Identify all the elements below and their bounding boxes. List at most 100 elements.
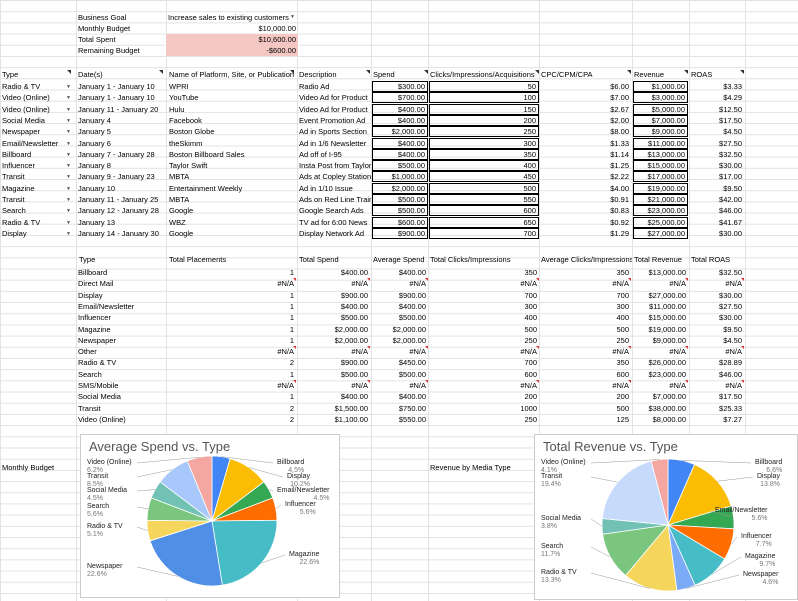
table2-cell[interactable]: 600: [524, 369, 537, 379]
table2-cell[interactable]: $500.00: [398, 313, 426, 323]
table1-cell[interactable]: $13,000.00: [633, 148, 688, 160]
table1-cell[interactable]: 300: [429, 137, 539, 149]
table2-cell[interactable]: 125: [616, 414, 629, 424]
table2-cell[interactable]: #N/A: [277, 381, 294, 390]
table2-cell[interactable]: #N/A: [409, 381, 426, 390]
table2-cell[interactable]: $15,000.00: [648, 313, 686, 323]
table2-cell[interactable]: $17.50: [719, 392, 742, 402]
table1-cell[interactable]: January 4: [78, 115, 111, 125]
table1-cell[interactable]: January 13: [78, 217, 116, 227]
table1-cell[interactable]: January 7 - January 28: [78, 149, 155, 159]
table1-cell[interactable]: Display Network Ad: [299, 228, 365, 238]
table2-cell[interactable]: 200: [616, 392, 629, 402]
table2-cell[interactable]: $900.00: [340, 358, 368, 368]
table1-cell[interactable]: $900.00: [372, 227, 428, 239]
table2-cell[interactable]: #N/A: [725, 381, 742, 390]
table1-cell[interactable]: 100: [429, 92, 539, 104]
total-revenue-pie-chart[interactable]: Total Revenue vs. Type Billboard 6.6% Disp…: [534, 434, 798, 600]
table1-cell[interactable]: $7,000.00: [633, 114, 688, 126]
table1-cell[interactable]: 550: [429, 194, 539, 205]
table2-cell[interactable]: $30.00: [719, 290, 742, 300]
table2-cell[interactable]: $750.00: [398, 403, 426, 413]
chevron-down-icon[interactable]: ▼: [66, 230, 71, 237]
chevron-down-icon[interactable]: ▼: [66, 185, 71, 192]
table1-cell[interactable]: $600.00: [372, 216, 428, 228]
business-goal-dropdown[interactable]: Increase sales to existing customers: [168, 12, 298, 23]
table1-cell[interactable]: $8.00: [610, 127, 629, 137]
table2-cell[interactable]: #N/A: [520, 279, 537, 289]
table2-cell[interactable]: #N/A: [351, 279, 368, 289]
table2-cell[interactable]: $23,000.00: [648, 369, 686, 379]
table1-cell[interactable]: Video Ad for Product: [299, 104, 368, 114]
table1-cell[interactable]: 350: [429, 148, 539, 160]
table1-cell[interactable]: January 1 - January 10: [78, 82, 155, 91]
table1-cell[interactable]: $4.29: [723, 93, 742, 103]
remaining-budget-value[interactable]: -$600.00: [166, 45, 298, 56]
table1-cell[interactable]: Radio Ad: [299, 82, 330, 91]
table1-cell[interactable]: $27,000.00: [633, 227, 688, 239]
table2-cell[interactable]: 1: [289, 268, 294, 277]
table1-cell[interactable]: $6.00: [610, 82, 629, 91]
table2-cell[interactable]: Transit: [78, 403, 101, 413]
table1-cell[interactable]: $1.25: [610, 161, 629, 171]
table1-cell[interactable]: Radio & TV: [2, 217, 41, 227]
table1-cell[interactable]: $0.91: [610, 195, 629, 204]
table1-cell[interactable]: Transit: [2, 172, 25, 182]
table2-cell[interactable]: $400.00: [398, 268, 426, 277]
table1-cell[interactable]: $500.00: [372, 194, 428, 205]
table2-cell[interactable]: $550.00: [398, 414, 426, 424]
table1-cell[interactable]: WBZ: [169, 217, 186, 227]
table1-cell[interactable]: 500: [429, 182, 539, 194]
table2-cell[interactable]: $11,000.00: [649, 301, 686, 311]
table1-cell[interactable]: Influencer: [2, 161, 35, 171]
table2-cell[interactable]: #N/A: [612, 381, 629, 390]
table2-cell[interactable]: 600: [616, 369, 629, 379]
table2-cell[interactable]: 400: [616, 313, 629, 323]
table1-cell[interactable]: $1,000.00: [372, 171, 428, 183]
table1-cell[interactable]: $15,000.00: [633, 160, 688, 172]
table1-cell[interactable]: January 11 - January 25: [78, 195, 159, 204]
table1-cell[interactable]: $32.50: [719, 149, 742, 159]
table2-cell[interactable]: 1: [289, 324, 294, 334]
table2-cell[interactable]: Magazine: [78, 324, 111, 334]
table1-cell[interactable]: $400.00: [372, 148, 428, 160]
table1-cell[interactable]: Search: [2, 206, 26, 216]
table1-cell[interactable]: YouTube: [169, 93, 199, 103]
table1-cell[interactable]: 200: [429, 114, 539, 126]
table2-cell[interactable]: #N/A: [725, 279, 742, 289]
table2-cell[interactable]: 500: [616, 403, 629, 413]
table1-cell[interactable]: $27.50: [719, 138, 742, 148]
table1-cell[interactable]: $4.00: [610, 183, 629, 193]
table2-cell[interactable]: 2: [289, 414, 294, 424]
table1-cell[interactable]: $300.00: [372, 81, 428, 92]
table1-cell[interactable]: $2,000.00: [372, 126, 428, 138]
table1-cell[interactable]: $9.50: [723, 183, 742, 193]
table1-cell[interactable]: $17.50: [719, 115, 742, 125]
table1-cell[interactable]: 50: [429, 81, 539, 92]
table1-cell[interactable]: Ad in 1/6 Newsletter: [299, 138, 367, 148]
table1-cell[interactable]: January 6: [78, 138, 111, 148]
table2-cell[interactable]: #N/A: [612, 279, 629, 289]
table1-cell[interactable]: Ads at Copley Station: [299, 172, 371, 182]
table1-cell[interactable]: $30.00: [719, 228, 742, 238]
table1-cell[interactable]: $0.92: [610, 217, 629, 227]
pie-slice-radio-tv[interactable]: [624, 524, 678, 592]
table2-cell[interactable]: $2,000.00: [392, 335, 426, 345]
table2-cell[interactable]: Social Media: [78, 392, 121, 402]
pie-slice-magazine[interactable]: [211, 519, 278, 586]
table2-cell[interactable]: #N/A: [669, 381, 686, 390]
table1-cell[interactable]: $1.14: [610, 149, 629, 159]
table1-cell[interactable]: $7.00: [610, 93, 629, 103]
table2-cell[interactable]: $450.00: [398, 358, 426, 368]
table1-cell[interactable]: January 9 - January 23: [78, 172, 155, 182]
table1-cell[interactable]: $30.00: [719, 161, 742, 171]
table2-cell[interactable]: $900.00: [398, 290, 426, 300]
table1-cell[interactable]: Ads on Red Line Train: [299, 195, 371, 204]
table1-cell[interactable]: theSkimm: [169, 138, 203, 148]
table1-cell[interactable]: Ad in Sports Section: [299, 127, 367, 137]
table2-cell[interactable]: #N/A: [725, 347, 742, 357]
table1-cell[interactable]: $1.29: [610, 228, 629, 238]
table1-cell[interactable]: Event Promotion Ad: [299, 115, 366, 125]
table1-cell[interactable]: $5,000.00: [633, 103, 688, 115]
table1-cell[interactable]: MBTA: [169, 195, 190, 204]
